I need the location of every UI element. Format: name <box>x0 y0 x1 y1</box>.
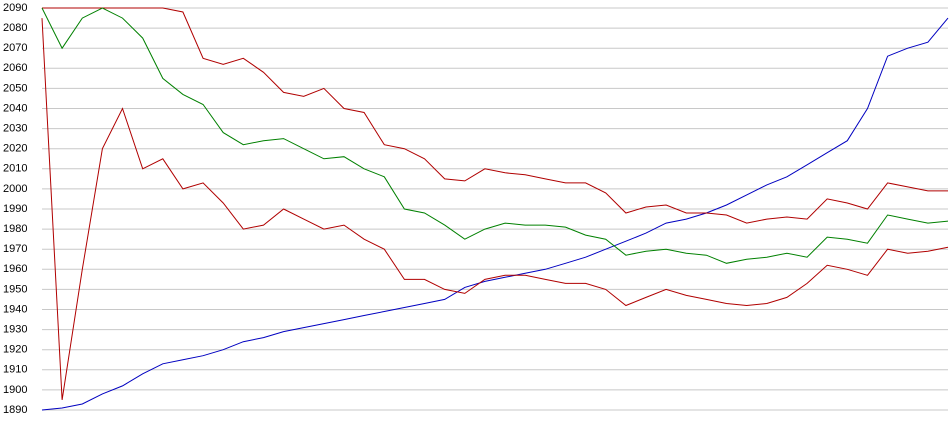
y-tick-label: 1960 <box>3 263 27 275</box>
y-tick-label: 2020 <box>3 143 27 155</box>
y-tick-label: 1980 <box>3 223 27 235</box>
y-tick-label: 1970 <box>3 243 27 255</box>
y-tick-label: 1910 <box>3 364 27 376</box>
series-line <box>41 17 949 411</box>
y-tick-label: 2050 <box>3 82 27 94</box>
y-tick-label: 1920 <box>3 344 27 356</box>
y-tick-label: 2090 <box>3 2 27 14</box>
y-tick-label: 2030 <box>3 123 27 135</box>
y-tick-label: 2040 <box>3 102 27 114</box>
series-line <box>41 7 949 264</box>
y-tick-label: 1990 <box>3 203 27 215</box>
series-line <box>41 18 949 400</box>
y-tick-label: 1890 <box>3 404 27 416</box>
series-line <box>42 7 948 224</box>
y-tick-label: 2070 <box>3 42 27 54</box>
y-tick-label: 2060 <box>3 62 27 74</box>
y-tick-label: 2010 <box>3 163 27 175</box>
y-tick-label: 2000 <box>3 183 27 195</box>
y-tick-label: 1930 <box>3 324 27 336</box>
y-tick-label: 1940 <box>3 303 27 315</box>
y-tick-label: 1950 <box>3 283 27 295</box>
y-tick-label: 1900 <box>3 384 27 396</box>
y-tick-label: 2080 <box>3 22 27 34</box>
